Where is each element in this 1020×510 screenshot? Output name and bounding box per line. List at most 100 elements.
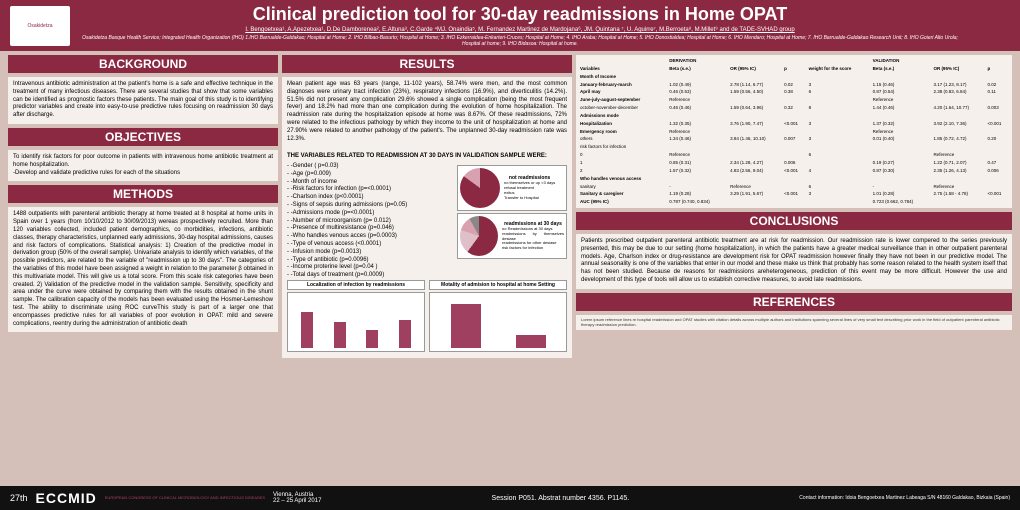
table-row: Month of Income: [578, 73, 1010, 81]
table-cell: 4: [807, 167, 871, 175]
table-cell: 0.02: [782, 81, 806, 89]
table-cell: Reference: [871, 96, 932, 104]
table-cell: [985, 175, 1010, 183]
table-cell: Reference: [667, 96, 728, 104]
table-cell: [871, 175, 932, 183]
table-cell: [807, 96, 871, 104]
table-cell: Reference: [667, 151, 728, 159]
table-cell: 1.01 (0.28): [871, 190, 932, 198]
table-cell: 2.78 (1.14, 6.77): [728, 81, 782, 89]
vars-list: -Gender ( p=0.03) -Age (p=0.009) -Month …: [287, 163, 453, 280]
table-cell: 1.02 (0.49): [667, 81, 728, 89]
table-cell: 1.59 (0.64, 3.96): [728, 104, 782, 112]
chart3-title: Localization of infection by readmission…: [287, 280, 425, 291]
col-hdr: Beta (s.e.): [871, 65, 932, 73]
table-cell: [728, 96, 782, 104]
table-cell: [728, 143, 782, 151]
table-cell: [782, 143, 806, 151]
col-hdr: weight for the score: [807, 65, 871, 73]
table-cell: [985, 128, 1010, 136]
table-cell: 0.02: [985, 81, 1010, 89]
derivation-hdr: DERIVATION: [667, 57, 806, 65]
var-item: -Income proterine level (p=0.04 ): [287, 264, 453, 272]
data-table: DERIVATIONVALIDATION Variables Beta (s.e…: [578, 57, 1010, 206]
background-title: BACKGROUND: [8, 55, 278, 73]
table-cell: -: [871, 183, 932, 191]
table-cell: 1.85 (0.72, 4.72): [931, 135, 985, 143]
table-row: 21.57 (0.32)4.83 (2.56, 9.04)<0.00140.87…: [578, 167, 1010, 175]
var-item: -Age (p=0.009): [287, 171, 453, 179]
table-cell: 2.75 (1.58 - 4.78): [931, 190, 985, 198]
var-item: -Presence of multiresistance (p=0.046): [287, 225, 453, 233]
table-cell: [728, 128, 782, 136]
table-cell: [931, 143, 985, 151]
table-cell: 2.38 (0.83, 6.84): [931, 88, 985, 96]
col-hdr: OR (95% IC): [728, 65, 782, 73]
table-cell: [667, 175, 728, 183]
pie-2: [460, 216, 498, 256]
table-cell: [728, 151, 782, 159]
table-cell: 1: [578, 159, 667, 167]
var-item: -Charlson index (p<0.0001): [287, 194, 453, 202]
table-cell: [728, 198, 782, 206]
table-cell: [871, 73, 932, 81]
table-cell: 3.17 (1.23, 8.17): [931, 81, 985, 89]
table-row: June-july-august-septemberReferenceRefer…: [578, 96, 1010, 104]
results-table: DERIVATIONVALIDATION Variables Beta (s.e…: [576, 55, 1012, 208]
bar: [334, 322, 346, 348]
table-row: April may0.46 (0.53)1.59 (0.56, 4.50)0.3…: [578, 88, 1010, 96]
table-cell: 0.87 (0.30): [871, 167, 932, 175]
legend-item: Transfer to Hospital: [504, 196, 555, 201]
header-center: Clinical prediction tool for 30-day read…: [80, 4, 960, 47]
table-cell: [728, 73, 782, 81]
footer-contact: Contact information: Idoia Bengoetxea Ma…: [799, 495, 1010, 501]
bar: [301, 312, 313, 348]
table-row: others1.34 (0.46)3.84 (1.46, 10.10)0.007…: [578, 135, 1010, 143]
objectives-sub: -Develop and validate predictive rules f…: [13, 170, 180, 176]
table-cell: [807, 198, 871, 206]
table-cell: 8: [807, 104, 871, 112]
eccmid-27: 27th: [10, 493, 28, 503]
table-cell: [931, 112, 985, 120]
col-hdr: p: [985, 65, 1010, 73]
table-cell: others: [578, 135, 667, 143]
table-cell: [782, 96, 806, 104]
table-cell: Emergency room: [578, 128, 667, 136]
table-cell: 3.92 (2.10, 7.36): [931, 120, 985, 128]
table-cell: [985, 198, 1010, 206]
table-row: January-february-march1.02 (0.49)2.78 (1…: [578, 81, 1010, 89]
table-cell: 1.32 (0.35): [667, 120, 728, 128]
bar-chart-2: [429, 292, 567, 352]
col-hdr: p: [782, 65, 806, 73]
var-item: -Month of income: [287, 179, 453, 187]
table-cell: 3: [807, 120, 871, 128]
table-cell: <0.001: [985, 120, 1010, 128]
bar: [366, 330, 378, 348]
pie-chart-1: not readmissions no themselves or up >3 …: [457, 165, 567, 211]
table-cell: June-july-august-september: [578, 96, 667, 104]
table-cell: 1.22 (0.71, 2.07): [931, 159, 985, 167]
var-item: -Type of venous access (<0.0001): [287, 241, 453, 249]
table-cell: [871, 112, 932, 120]
col-hdr: OR (95% IC): [931, 65, 985, 73]
table-cell: [782, 73, 806, 81]
table-cell: 0.006: [782, 159, 806, 167]
footer-location: Vienna, Austria 22 – 25 April 2017: [273, 492, 321, 504]
table-row: 0Reference6Reference: [578, 151, 1010, 159]
table-cell: 1.59 (0.56, 4.50): [728, 88, 782, 96]
var-item: -Infusion mode (p=0.0013): [287, 249, 453, 257]
bar: [516, 335, 546, 348]
table-cell: [931, 96, 985, 104]
table-cell: [931, 198, 985, 206]
table-cell: 2.34 (1.28, 4.27): [728, 159, 782, 167]
vars-title: THE VARIABLES RELATED TO READMISSION AT …: [287, 153, 567, 161]
conclusions-title: CONCLUSIONS: [576, 212, 1012, 230]
body: BACKGROUND Intravenous antibiotic admini…: [0, 51, 1020, 486]
table-cell: [807, 175, 871, 183]
table-row: Hospitalization1.32 (0.35)3.76 (1.90, 7.…: [578, 120, 1010, 128]
table-cell: 4.20 (1.64, 10.77): [931, 104, 985, 112]
header: Osakidetza Clinical prediction tool for …: [0, 0, 1020, 51]
table-cell: [728, 175, 782, 183]
footer: 27th ECCMID EUROPEAN CONGRESS OF CLINICA…: [0, 486, 1020, 510]
table-cell: [782, 112, 806, 120]
